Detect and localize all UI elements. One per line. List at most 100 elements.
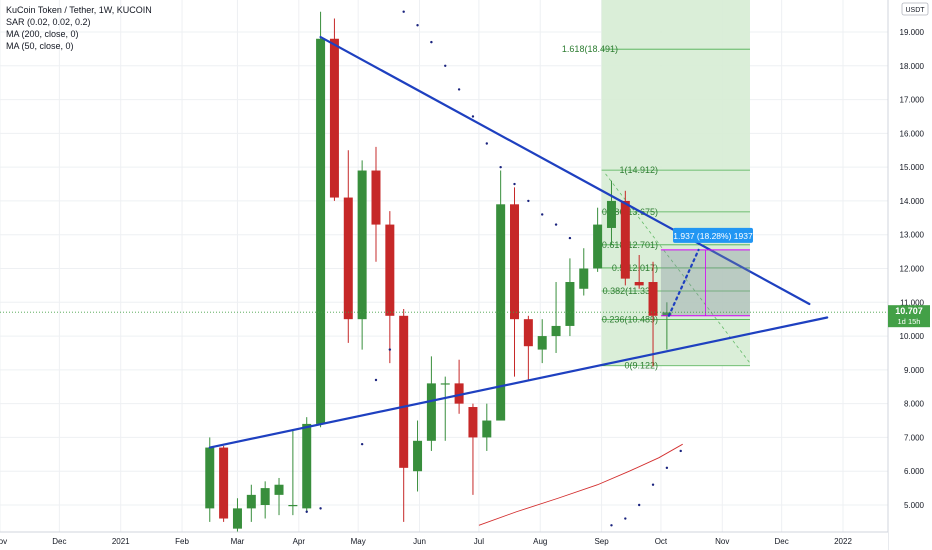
sar-dot [485,142,489,145]
legend-title: KuCoin Token / Tether, 1W, KUCOIN [6,5,152,15]
price-tick-label: 16.000 [900,129,925,138]
candle-body [565,282,575,326]
candle-body [219,447,229,519]
sar-dot [610,524,613,527]
fib-level-label: 1(14.912) [619,165,658,175]
sar-dot [416,24,419,27]
candle-body [288,505,298,507]
candle [246,484,256,522]
candle [205,437,215,522]
candle [579,248,589,296]
price-tick-label: 6.000 [904,467,925,476]
time-axis[interactable]: Nov Dec 2021 Feb Mar Apr May Jun Jul Aug Sep Oct Nov… [0,531,888,550]
candle [329,18,339,201]
candle-body [648,282,658,316]
fib-level-label: 0.786(13.675) [602,207,658,217]
trendline-lower [208,316,829,449]
candle [413,420,423,492]
candle-body [274,484,284,495]
currency-badge[interactable]: USDT [901,2,929,16]
trendline-upper [319,35,811,306]
sar-dot [527,199,530,203]
candle [357,160,367,350]
candles [205,11,672,533]
time-tick-label: Apr [293,537,306,546]
measure-tool[interactable] [660,248,750,317]
sar-dot [679,449,682,453]
candle [620,190,630,286]
trendlines[interactable] [208,35,829,449]
sar-dot [374,378,378,382]
time-tick-label: Oct [655,537,668,546]
candle-body [606,200,616,228]
price-tick-label: 17.000 [900,96,925,105]
time-tick-label: Nov [715,537,729,546]
candle [260,481,270,519]
price-tick-label: 9.000 [904,366,925,375]
time-tick-label: Aug [533,537,547,546]
candle [565,258,575,337]
candle [510,187,520,377]
candle-body [593,224,603,269]
candle-body [357,170,367,320]
time-tick-label: Sep [594,537,609,546]
candle-body [371,170,381,225]
candle-body [579,268,589,289]
candle [496,170,506,421]
sar-dot [402,10,405,13]
candle [399,309,409,522]
fib-level-label: 0.5(12.017) [612,263,658,273]
candle-body [482,420,492,438]
fib-levels: 1.618(18.491) 1(14.912) 0.786(13.675) 0.618… [562,44,751,371]
candle [648,261,658,367]
candle [662,302,672,350]
candle [634,254,644,289]
candle-body [634,282,644,286]
candle [316,11,326,428]
grid [0,0,888,532]
price-tick-label: 5.000 [904,501,925,510]
currency-label: USDT [905,7,925,14]
candle-body [510,204,520,320]
ma200-line [478,443,683,526]
price-tick-label: 8.000 [904,400,925,409]
sar-dot [457,88,461,91]
candle-body [537,336,547,350]
time-tick-label: Jul [474,537,484,546]
candle [523,315,533,380]
time-tick-label: Nov [0,537,7,546]
candle-body [329,38,339,198]
sar-dot [430,40,433,44]
price-tick-label: 19.000 [900,28,925,37]
candle-body [413,440,423,472]
fib-zone [601,0,750,366]
candle-countdown: 1d 15h [898,317,921,326]
time-tick-label: Mar [231,537,245,546]
candle-body [662,312,672,316]
sar-dot [665,466,669,470]
sar-dot [305,510,308,513]
candle-body [468,407,478,438]
time-tick-label: May [351,537,366,546]
current-price-badge: 10.707 1d 15h [888,305,930,328]
moving-average [478,443,683,526]
candle-body [205,447,215,509]
fib-level-label: 0.382(11.334) [603,286,658,296]
candle-body [496,204,506,421]
price-tick-label: 7.000 [904,433,925,442]
price-tick-label: 13.000 [900,231,925,240]
candle-body [232,508,242,529]
price-tick-label: 15.000 [900,163,925,172]
time-tick-label: Jun [413,537,426,546]
candle [537,319,547,364]
time-tick-label: Dec [52,537,66,546]
candle [232,498,242,533]
candle [288,430,298,516]
candle [593,207,603,272]
price-tick-label: 10.000 [900,332,925,341]
current-price-value: 10.707 [895,306,923,316]
sar-dot [444,64,447,67]
